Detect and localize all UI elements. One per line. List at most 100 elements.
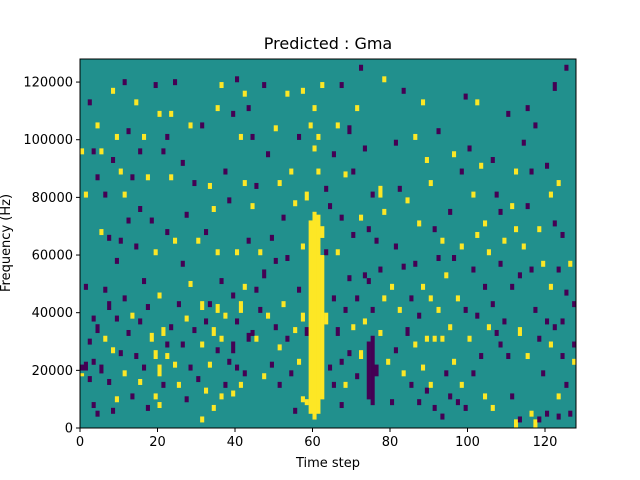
heatmap-cell: [347, 125, 352, 135]
heatmap-cell: [297, 133, 302, 140]
heatmap-cell: [91, 148, 96, 155]
y-tick-label: 40000: [32, 306, 73, 321]
heatmap-cell: [184, 396, 189, 403]
heatmap-cell: [91, 315, 96, 322]
heatmap-cell: [91, 402, 96, 409]
heatmap-cell: [246, 332, 251, 342]
heatmap-cell: [556, 393, 561, 400]
heatmap-cell: [223, 381, 228, 388]
heatmap-cell: [424, 335, 429, 342]
heatmap-cell: [114, 133, 119, 140]
heatmap-cell: [80, 364, 85, 371]
heatmap-cell: [440, 413, 445, 420]
heatmap-cell: [80, 148, 85, 155]
heatmap-cell: [359, 350, 364, 360]
heatmap-cell: [142, 278, 147, 285]
heatmap-cell: [436, 306, 441, 313]
heatmap-cell: [417, 312, 422, 319]
heatmap-cell: [215, 105, 220, 112]
heatmap-cell: [452, 358, 457, 365]
heatmap-cell: [455, 399, 460, 406]
heatmap-cell: [188, 280, 193, 287]
y-tick-label: 60000: [32, 249, 73, 264]
heatmap-cell: [378, 329, 383, 336]
heatmap-cell: [537, 335, 542, 342]
heatmap-cell: [200, 416, 205, 423]
heatmap-cell: [331, 381, 336, 388]
heatmap-cell: [459, 168, 464, 175]
heatmap-cell: [200, 122, 205, 129]
heatmap-cell: [107, 378, 112, 385]
heatmap-cell: [111, 157, 116, 163]
heatmap-cell: [126, 217, 131, 224]
heatmap-cell: [467, 335, 472, 342]
heatmap-cell: [459, 381, 464, 388]
heatmap-cell: [568, 260, 573, 267]
heatmap-cell: [165, 341, 170, 348]
heatmap-cell: [502, 237, 507, 244]
heatmap-cell: [444, 370, 449, 377]
heatmap-cell: [95, 324, 100, 334]
heatmap-cell: [235, 364, 240, 371]
x-tick-label: 40: [227, 435, 244, 450]
heatmap-cell: [316, 133, 321, 140]
heatmap-cell: [471, 191, 476, 198]
x-tick-label: 20: [149, 435, 166, 450]
heatmap-cell: [285, 335, 290, 342]
x-tick-label: 0: [76, 435, 84, 450]
heatmap-cell: [122, 370, 127, 377]
heatmap-cell: [258, 249, 263, 256]
heatmap-cell: [107, 301, 112, 311]
heatmap-cell: [370, 335, 375, 406]
heatmap-cell: [238, 133, 243, 140]
heatmap-cell: [297, 358, 302, 365]
heatmap-cell: [289, 168, 294, 175]
heatmap-cell: [118, 237, 123, 244]
heatmap-cell: [269, 361, 274, 368]
heatmap-cell: [521, 243, 526, 250]
heatmap-cell: [250, 329, 255, 336]
heatmap-cell: [463, 306, 468, 313]
heatmap-cell: [537, 416, 542, 423]
heatmap-cell: [324, 185, 329, 192]
heatmap-cell: [490, 157, 495, 163]
heatmap-cell: [281, 214, 286, 221]
heatmap-cell: [304, 327, 309, 336]
heatmap-cell: [401, 87, 406, 94]
heatmap-cell: [169, 110, 174, 117]
heatmap-cell: [204, 318, 209, 325]
heatmap-cell: [184, 315, 189, 322]
heatmap-cell: [157, 364, 162, 377]
heatmap-cell: [215, 304, 220, 313]
heatmap-cell: [246, 237, 251, 244]
heatmap-cell: [316, 168, 321, 175]
heatmap-cell: [180, 341, 185, 348]
heatmap-cell: [219, 393, 224, 400]
heatmap-cell: [510, 203, 515, 210]
heatmap-cell: [207, 301, 212, 308]
heatmap-cell: [541, 370, 546, 377]
heatmap-cell: [564, 289, 569, 296]
heatmap-cell: [262, 269, 267, 279]
heatmap-cell: [223, 168, 228, 175]
heatmap-cell: [219, 82, 224, 89]
heatmap-cell: [200, 301, 205, 311]
heatmap-cell: [486, 249, 491, 256]
heatmap-cell: [494, 191, 499, 198]
heatmap-cell: [126, 329, 131, 336]
heatmap-cell: [269, 234, 274, 241]
heatmap-cell: [169, 174, 174, 181]
heatmap-cell: [312, 105, 317, 112]
heatmap-cell: [95, 122, 100, 129]
heatmap-cell: [87, 99, 92, 106]
heatmap-cell: [351, 324, 356, 331]
heatmap-cell: [335, 122, 340, 129]
heatmap-cell: [138, 148, 143, 155]
heatmap-cell: [145, 404, 150, 411]
heatmap-cell: [300, 243, 305, 250]
heatmap-cell: [498, 208, 503, 215]
heatmap-cell: [83, 283, 88, 290]
heatmap-cell: [475, 312, 480, 319]
heatmap-cell: [556, 180, 561, 187]
heatmap-cell: [541, 260, 546, 267]
